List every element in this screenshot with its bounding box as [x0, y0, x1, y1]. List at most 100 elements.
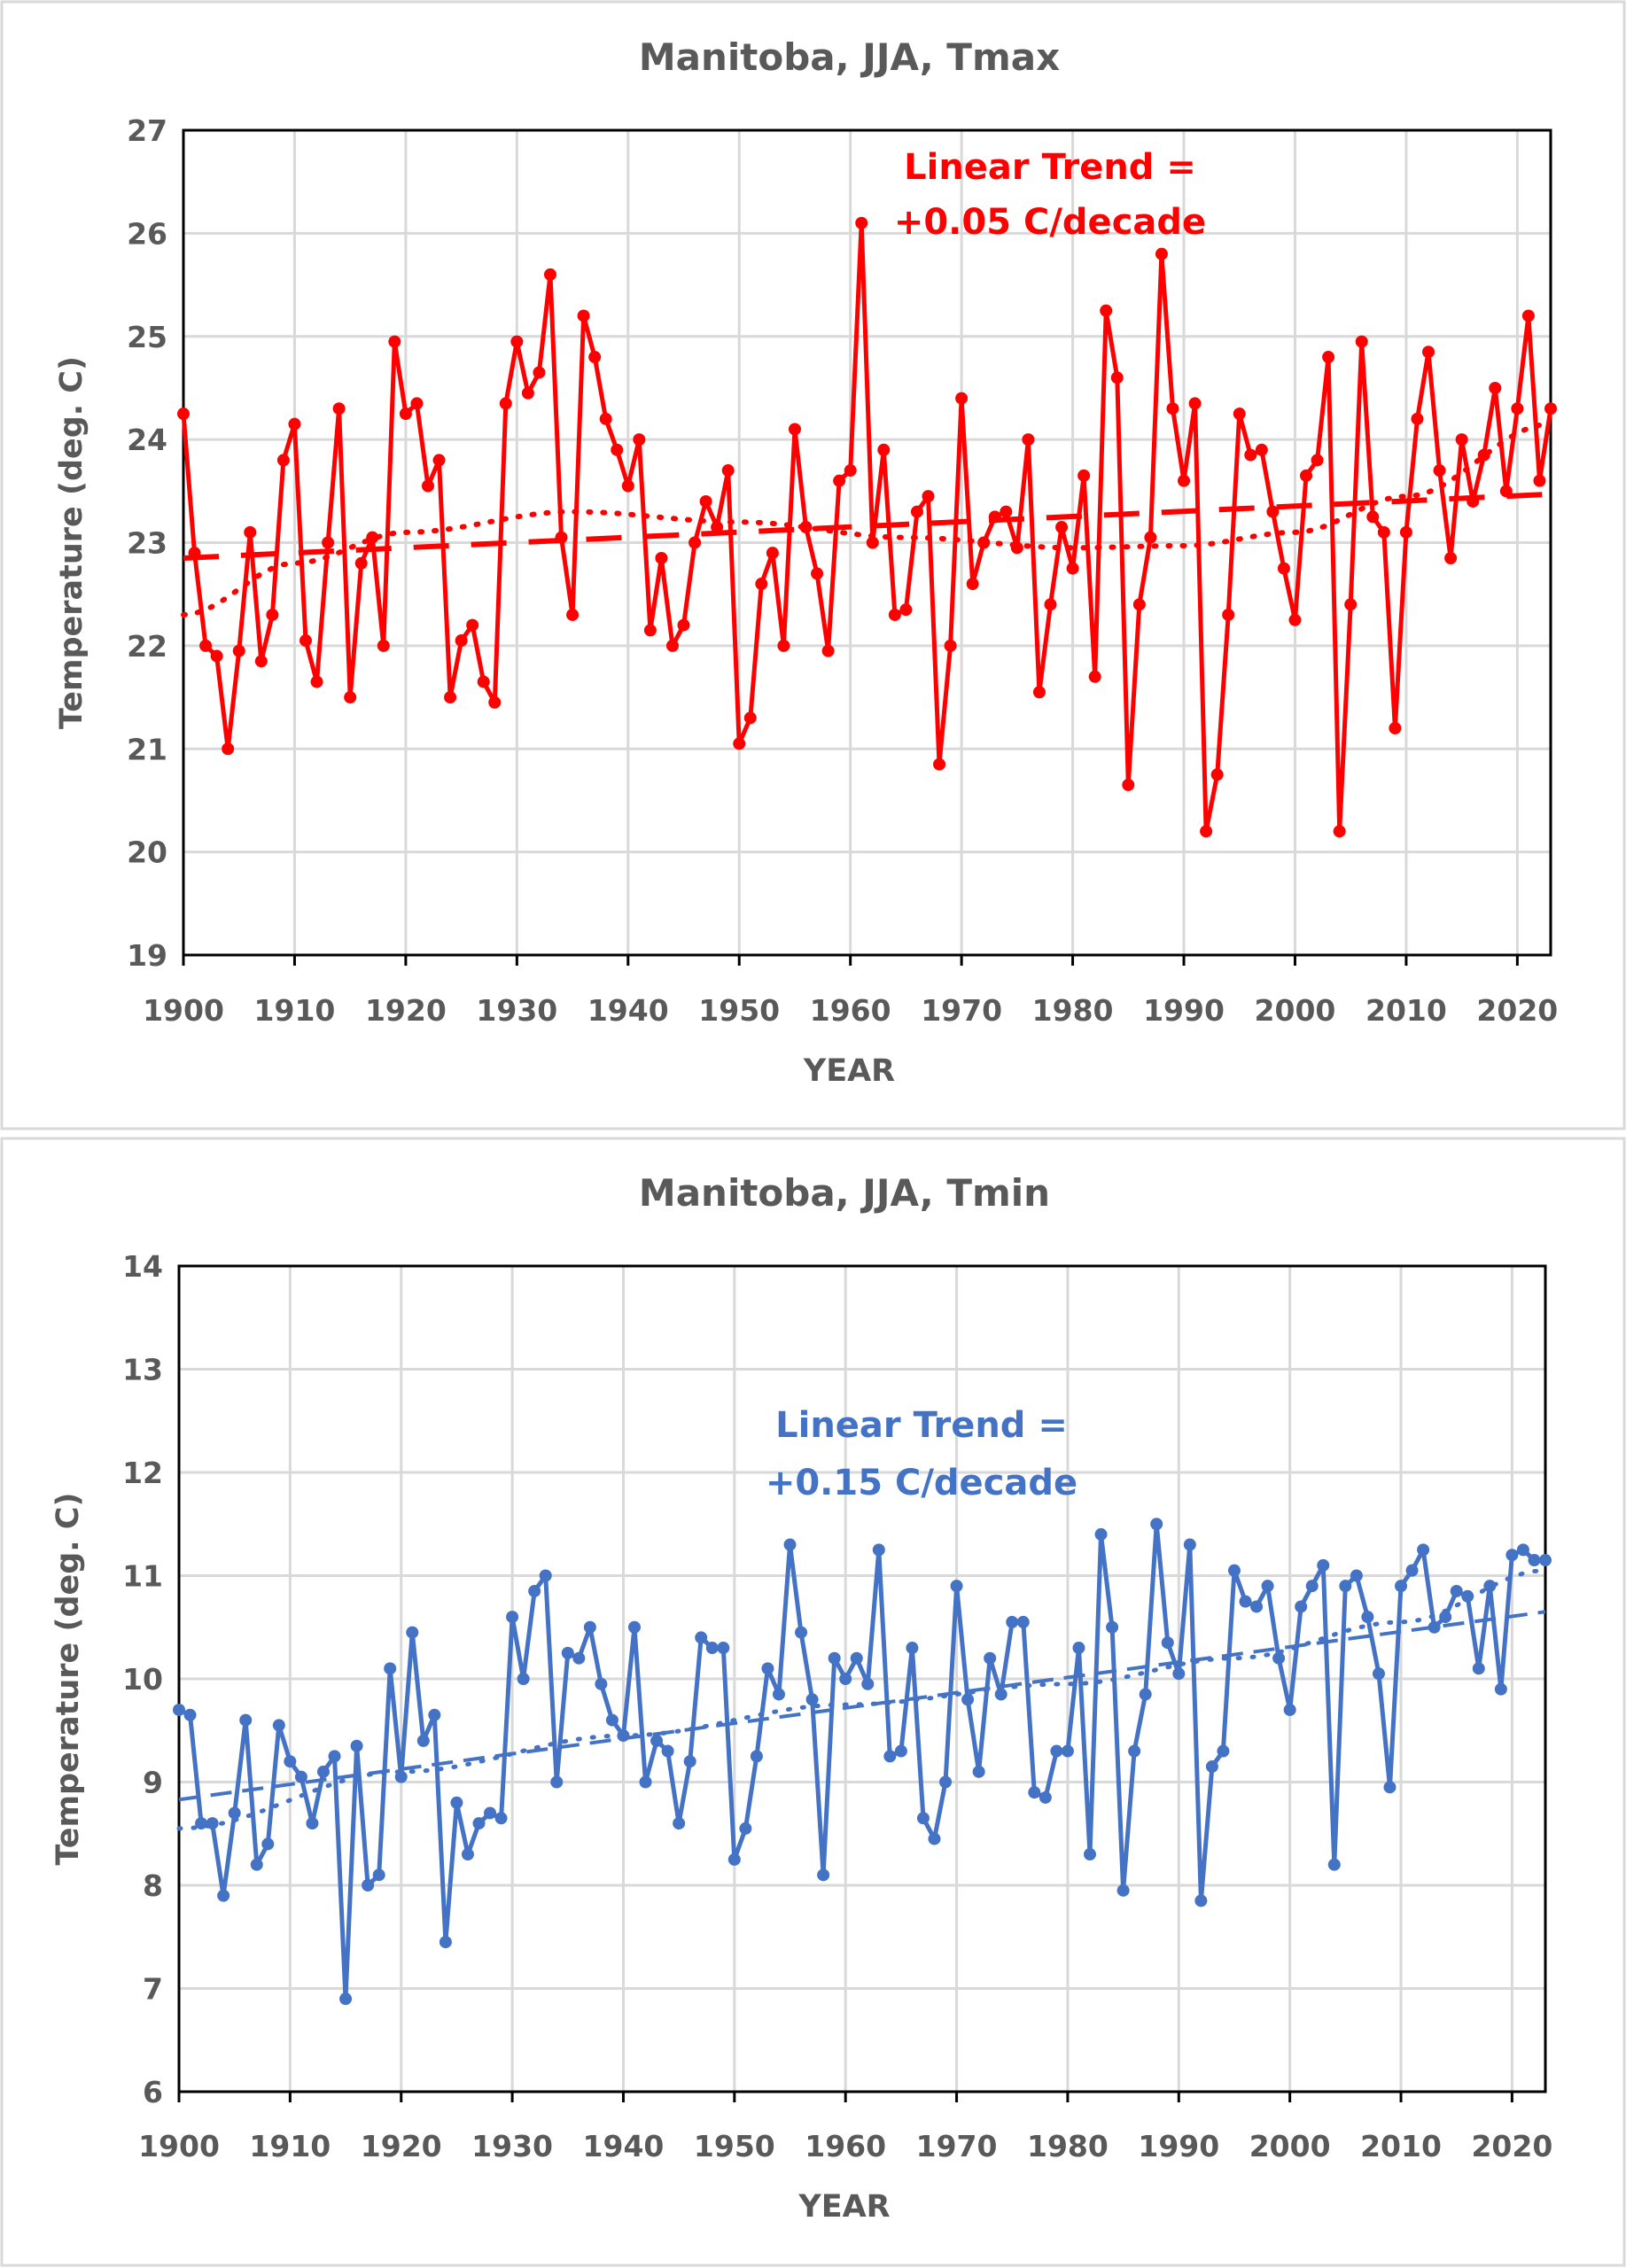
- data-point-1995: [1227, 1564, 1241, 1577]
- data-point-1933: [539, 1569, 552, 1582]
- data-point-2020: [1505, 1549, 1519, 1562]
- data-point-2000: [1288, 613, 1302, 626]
- data-point-1959: [833, 474, 846, 487]
- data-point-1909: [272, 1719, 285, 1732]
- x-tick-label: 1940: [583, 2129, 665, 2163]
- data-point-1971: [966, 578, 979, 591]
- y-tick-label: 12: [122, 1456, 163, 1490]
- data-point-2016: [1467, 494, 1480, 508]
- data-point-1929: [494, 1812, 508, 1825]
- data-point-1988: [1150, 1518, 1163, 1531]
- data-point-1941: [628, 1620, 641, 1634]
- data-point-1925: [450, 1796, 463, 1809]
- data-point-1909: [276, 454, 290, 467]
- y-tick-label: 19: [127, 938, 167, 973]
- data-point-1904: [217, 1889, 230, 1902]
- data-point-1997: [1250, 1600, 1264, 1613]
- y-tick-label: 25: [127, 320, 167, 354]
- x-tick-label: 1990: [1143, 993, 1225, 1028]
- data-point-2016: [1461, 1589, 1474, 1603]
- data-point-2012: [1417, 1543, 1430, 1557]
- data-point-1915: [339, 1992, 353, 2006]
- data-point-1976: [1022, 433, 1035, 447]
- data-point-2008: [1372, 1667, 1385, 1681]
- data-point-2015: [1450, 1584, 1463, 1597]
- data-point-1921: [410, 397, 424, 410]
- x-tick-label: 1910: [249, 2129, 331, 2163]
- data-point-1919: [384, 1662, 397, 1675]
- data-point-1906: [239, 1713, 253, 1727]
- data-point-1981: [1072, 1642, 1085, 1655]
- data-point-1994: [1217, 1744, 1230, 1758]
- data-point-1944: [665, 639, 679, 652]
- data-point-1934: [555, 531, 568, 544]
- y-tick-label: 23: [127, 526, 167, 561]
- data-point-1945: [677, 618, 690, 632]
- data-point-1989: [1161, 1636, 1174, 1650]
- data-point-1996: [1244, 448, 1257, 462]
- y-tick-label: 8: [143, 1868, 163, 1903]
- data-point-1932: [528, 1584, 541, 1597]
- data-point-1943: [655, 551, 668, 564]
- data-point-1931: [521, 386, 534, 400]
- x-axis-label: YEAR: [803, 1053, 895, 1089]
- data-point-2023: [1539, 1554, 1552, 1567]
- x-tick-label: 1910: [254, 993, 336, 1028]
- y-axis-label: Temperature (deg. C): [51, 1493, 86, 1866]
- y-axis-label: Temperature (deg. C): [54, 356, 89, 729]
- data-point-1978: [1039, 1790, 1052, 1804]
- x-tick-label: 1940: [587, 993, 669, 1028]
- data-point-1972: [977, 536, 991, 549]
- data-point-1926: [466, 618, 479, 632]
- data-point-1920: [399, 408, 412, 421]
- trend-annotation: Linear Trend =: [775, 1405, 1068, 1446]
- data-point-1979: [1055, 521, 1069, 534]
- data-point-1924: [444, 691, 457, 704]
- data-point-1908: [266, 608, 279, 621]
- data-point-1939: [605, 1713, 619, 1727]
- data-point-2004: [1327, 1858, 1341, 1871]
- data-point-2017: [1477, 448, 1490, 462]
- data-point-1963: [872, 1543, 885, 1557]
- data-point-1925: [455, 634, 468, 648]
- data-point-1956: [799, 521, 813, 534]
- data-point-1962: [861, 1677, 875, 1690]
- data-point-1942: [639, 1775, 652, 1789]
- y-tick-label: 21: [127, 732, 167, 766]
- data-point-1911: [294, 1770, 307, 1783]
- data-point-1967: [922, 490, 935, 503]
- x-tick-label: 1930: [471, 2129, 553, 2163]
- data-point-1912: [310, 675, 323, 688]
- data-point-1948: [711, 521, 724, 534]
- y-tick-label: 20: [127, 835, 167, 870]
- data-point-1907: [250, 1858, 263, 1871]
- data-point-1988: [1155, 247, 1168, 260]
- series-line: [177, 1521, 1545, 2001]
- data-point-1946: [683, 1755, 696, 1768]
- data-point-1944: [661, 1744, 674, 1758]
- data-point-1913: [316, 1765, 330, 1778]
- x-tick-label: 1980: [1027, 2129, 1109, 2163]
- y-tick-label: 9: [143, 1766, 163, 1800]
- data-point-1996: [1239, 1595, 1252, 1608]
- chart-title: Manitoba, JJA, Tmin: [639, 1171, 1050, 1215]
- data-point-1969: [944, 639, 957, 652]
- data-point-1983: [1100, 304, 1113, 317]
- data-point-1923: [432, 454, 446, 467]
- data-point-1962: [866, 536, 879, 549]
- data-point-1990: [1172, 1667, 1186, 1681]
- data-point-1904: [222, 742, 235, 756]
- data-point-1936: [577, 309, 590, 322]
- data-point-2011: [1405, 1564, 1419, 1577]
- data-point-1903: [210, 649, 223, 663]
- data-point-1927: [472, 1817, 486, 1830]
- data-point-2018: [1483, 1580, 1497, 1593]
- data-point-1914: [332, 402, 346, 416]
- data-point-1926: [461, 1848, 474, 1861]
- data-point-1939: [611, 443, 624, 456]
- y-tick-label: 14: [122, 1249, 163, 1284]
- data-point-1978: [1044, 598, 1057, 611]
- data-point-1986: [1132, 598, 1146, 611]
